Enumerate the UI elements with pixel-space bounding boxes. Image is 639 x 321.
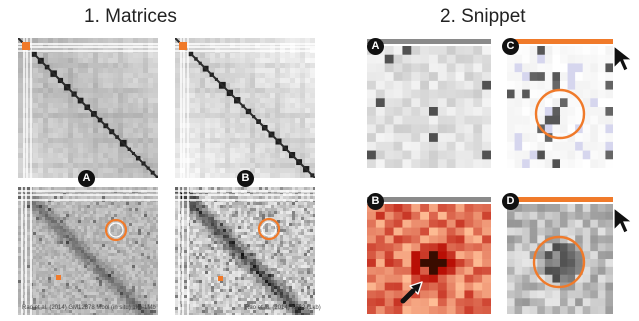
arrow-pointer-icon-b [400, 281, 423, 304]
snippet-c[interactable] [507, 38, 613, 168]
zoomed-matrix-b[interactable] [175, 187, 315, 315]
matrix-caption-right: Rao et al. (2014) K562 (1kb) [245, 305, 321, 311]
snippet-d[interactable] [507, 196, 613, 314]
badge-a-snippet: A [367, 38, 384, 55]
overview-matrix-right[interactable] [175, 38, 315, 178]
zoomed-matrix-a[interactable] [18, 187, 158, 315]
snippet-a[interactable] [367, 38, 491, 168]
matrices-section-title: 1. Matrices [84, 6, 177, 27]
overview-matrix-left[interactable] [18, 38, 158, 178]
snippet-b[interactable] [367, 196, 491, 314]
cursor-arrow-icon-d [613, 206, 634, 234]
cursor-arrow-icon-c [613, 44, 634, 72]
snippet-section-title: 2. Snippet [440, 6, 526, 27]
badge-b-snippet: B [367, 193, 384, 210]
matrix-caption-left: Rao et al. (2014) GM12878 Mbol (in situ)… [22, 305, 156, 311]
badge-b-matrix: B [237, 170, 254, 187]
badge-a-matrix: A [78, 170, 95, 187]
badge-d-snippet: D [502, 193, 519, 210]
badge-c-snippet: C [502, 38, 519, 55]
